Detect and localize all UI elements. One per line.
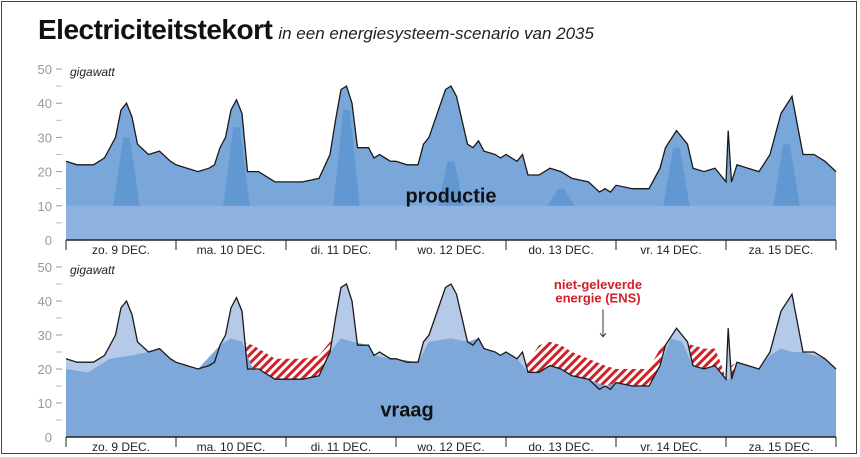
x-tick-label: ma. 10 DEC. <box>197 243 266 257</box>
x-tick-label: di. 11 DEC. <box>311 440 371 454</box>
production-line <box>65 85 837 193</box>
ens-region-1 <box>245 341 332 380</box>
x-tick-label: za. 15 DEC. <box>749 440 814 454</box>
y-axis-unit: gigawatt <box>70 263 115 277</box>
demand-area <box>66 338 836 437</box>
x-tick-label: za. 15 DEC. <box>749 243 814 257</box>
ens-region-6 <box>688 343 725 378</box>
y-tick-label: 20 <box>38 362 52 377</box>
chart-title: Electriciteitstekort in een energiesystee… <box>38 14 594 46</box>
y-tick-label: 0 <box>45 233 52 248</box>
x-tick-label: zo. 9 DEC. <box>92 243 150 257</box>
ens-annotation-line1: niet-geleverde <box>554 277 642 292</box>
y-tick-label: 50 <box>38 260 52 275</box>
y-tick-label: 10 <box>38 396 52 411</box>
title: Electriciteitstekort <box>38 14 273 45</box>
y-tick-label: 30 <box>38 130 52 145</box>
solar-peak-5 <box>663 147 690 206</box>
x-tick-label: wo. 12 DEC. <box>416 243 484 257</box>
x-tick-label: wo. 12 DEC. <box>416 440 484 454</box>
x-tick-label: di. 11 DEC. <box>311 243 371 257</box>
x-tick-label: do. 13 DEC. <box>528 440 593 454</box>
y-tick-label: 30 <box>38 328 52 343</box>
series-label-productie: productie <box>405 185 496 207</box>
production-line <box>65 283 837 391</box>
ens-arrow <box>599 309 607 338</box>
y-tick-label: 40 <box>38 294 52 309</box>
y-tick-label: 20 <box>38 165 52 180</box>
y-tick-label: 0 <box>45 430 52 445</box>
subtitle: in een energiesysteem-scenario van 2035 <box>278 24 594 43</box>
solar-peak-0 <box>113 137 140 206</box>
solar-peak-3 <box>437 161 465 206</box>
x-tick-label: do. 13 DEC. <box>528 243 593 257</box>
y-axis-unit: gigawatt <box>70 65 115 79</box>
x-tick-label: vr. 14 DEC. <box>640 243 701 257</box>
x-tick-label: zo. 9 DEC. <box>92 440 150 454</box>
y-tick-label: 50 <box>38 62 52 77</box>
y-tick-label: 10 <box>38 199 52 214</box>
solar-peak-6 <box>773 144 800 206</box>
solar-peak-4 <box>547 188 575 206</box>
y-tick-label: 40 <box>38 96 52 111</box>
x-tick-label: ma. 10 DEC. <box>197 440 266 454</box>
solar-peak-2 <box>333 110 360 206</box>
x-tick-label: vr. 14 DEC. <box>640 440 701 454</box>
base-load-area <box>66 205 836 240</box>
solar-peak-1 <box>223 127 250 206</box>
ens-region-5 <box>525 341 666 390</box>
series-label-vraag: vraag <box>380 400 433 422</box>
ens-annotation-line2: energie (ENS) <box>555 291 640 306</box>
